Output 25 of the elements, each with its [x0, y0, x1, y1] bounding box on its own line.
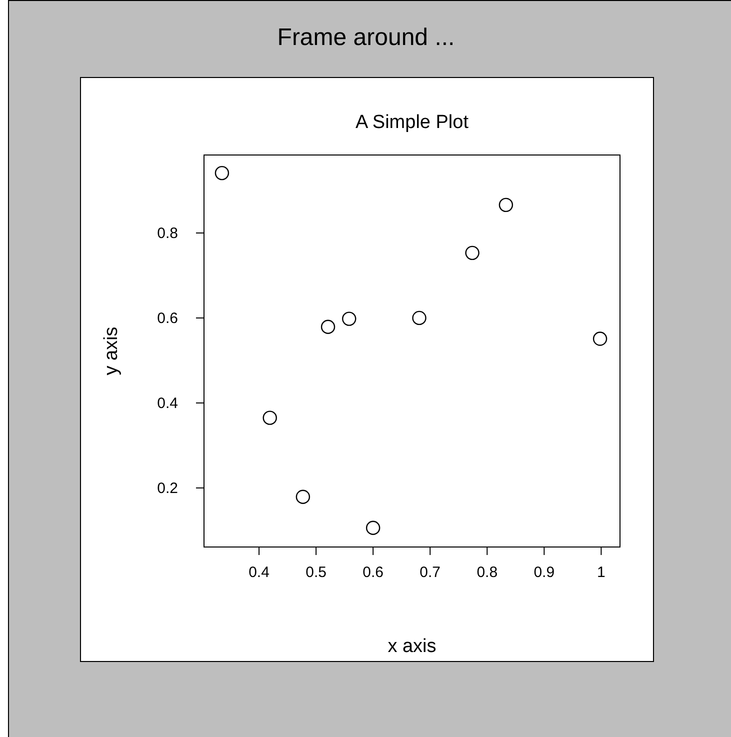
point — [214, 166, 230, 180]
chart-subtitle: A Simple Plot — [356, 112, 470, 133]
point — [320, 320, 336, 334]
x-tick-label: 0.4 — [248, 564, 270, 581]
x-tick-label: 0.5 — [306, 564, 326, 581]
y-tick-label: 0.2 — [157, 480, 178, 497]
y-axis-title: y axis — [101, 326, 122, 376]
point — [366, 520, 380, 535]
point — [465, 246, 480, 260]
y-tick-label: 0.8 — [157, 224, 178, 242]
point — [412, 310, 426, 326]
point — [262, 410, 277, 425]
point — [296, 490, 310, 504]
x-tick-label: 0.7 — [420, 564, 441, 581]
y-tick-label: 0.4 — [157, 394, 178, 412]
x-tick-label: 0.9 — [534, 564, 555, 581]
chart-title: Frame around ... — [277, 24, 455, 51]
x-tick-label: 0.6 — [362, 564, 384, 581]
x-axis-title: x axis — [388, 636, 436, 657]
x-tick-label: 1 — [597, 564, 606, 581]
x-tick-label: 0.8 — [476, 564, 498, 581]
point — [498, 198, 514, 212]
point — [592, 332, 608, 346]
y-tick-label: 0.6 — [157, 310, 178, 327]
point — [342, 312, 356, 326]
